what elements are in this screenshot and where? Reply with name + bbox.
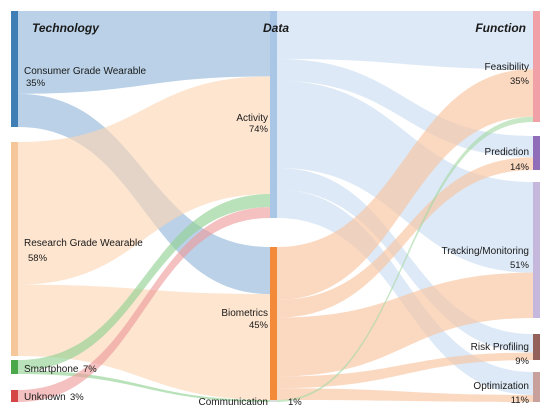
link-research-to-activity [18, 76, 270, 285]
node-label-tracking: Tracking/Monitoring [442, 246, 529, 257]
node-label-smartphone: Smartphone [24, 364, 79, 375]
node-bar-smartphone [11, 360, 18, 374]
link-research-to-biometrics [18, 284, 270, 400]
node-label-risk: Risk Profiling [471, 342, 529, 353]
link-smartphone-to-activity [18, 194, 270, 371]
link-biometrics-to-feasibility [277, 69, 533, 300]
node-percent-unknown: 3% [70, 392, 84, 403]
node-bar-feasibility [533, 11, 540, 122]
node-label-communication: Communication [199, 397, 268, 408]
node-bar-biometrics [270, 247, 277, 400]
node-label-activity: Activity [236, 113, 268, 124]
node-label-optimization: Optimization [473, 381, 529, 392]
node-percent-research: 58% [28, 253, 48, 264]
node-percent-activity: 74% [249, 124, 269, 135]
header-function: Function [475, 21, 526, 35]
node-percent-tracking: 51% [510, 260, 530, 271]
flow-links [18, 11, 533, 402]
node-percent-risk: 9% [515, 356, 529, 367]
link-smartphone-to-communication [18, 370, 270, 402]
node-percent-biometrics: 45% [249, 320, 269, 331]
node-bar-tracking [533, 182, 540, 318]
link-biometrics-to-risk [277, 352, 533, 389]
node-percent-smartphone: 7% [83, 364, 97, 375]
node-bar-unknown [11, 390, 18, 402]
node-label-consumer: Consumer Grade Wearable [24, 66, 147, 77]
link-activity-to-optimization [277, 189, 533, 395]
node-label-feasibility: Feasibility [485, 62, 529, 73]
node-label-unknown: Unknown [24, 392, 66, 403]
node-percent-optimization: 11% [511, 395, 530, 406]
node-bar-optimization [533, 372, 540, 402]
link-biometrics-to-optimization [277, 388, 533, 402]
node-percent-consumer: 35% [26, 78, 46, 89]
node-percent-communication: 1% [288, 397, 302, 408]
link-biometrics-to-tracking [277, 272, 533, 377]
node-bar-communication [270, 400, 277, 402]
node-bar-research [11, 142, 18, 356]
node-percent-prediction: 14% [510, 162, 530, 173]
link-biometrics-to-prediction [277, 157, 533, 318]
node-bar-risk [533, 334, 540, 360]
node-bar-activity [270, 11, 277, 218]
link-unknown-to-activity [18, 207, 270, 402]
link-consumer-to-activity [18, 11, 270, 94]
node-label-biometrics: Biometrics [221, 308, 268, 319]
link-communication-to-feasibility [277, 116, 533, 402]
node-label-prediction: Prediction [485, 147, 529, 158]
node-bars [11, 11, 540, 402]
node-label-research: Research Grade Wearable [24, 238, 143, 249]
node-bar-consumer [11, 11, 18, 127]
node-bar-prediction [533, 136, 540, 170]
link-activity-to-feasibility [277, 11, 533, 70]
node-percent-feasibility: 35% [510, 76, 530, 87]
header-data: Data [263, 21, 289, 35]
header-technology: Technology [32, 21, 100, 35]
